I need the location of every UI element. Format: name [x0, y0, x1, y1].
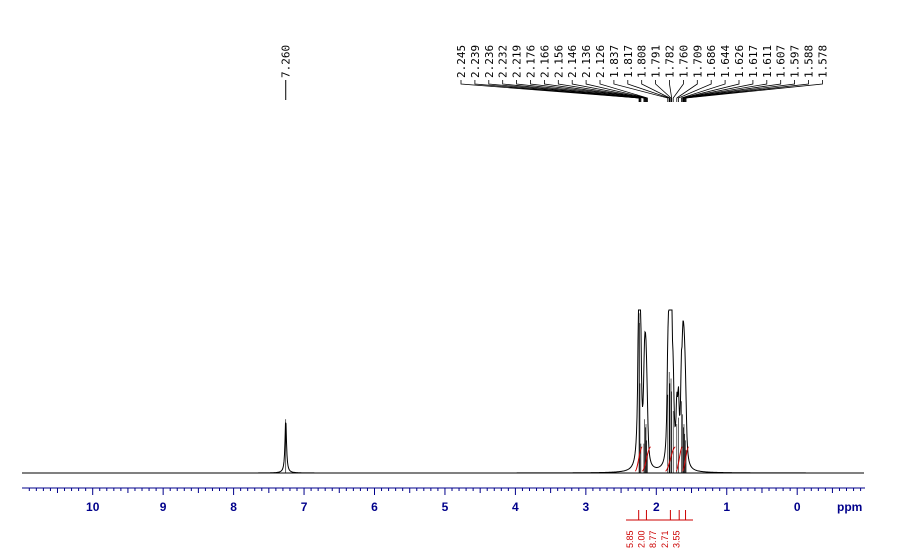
peak-label-leader-20: [682, 80, 740, 102]
peak-label-leader-14: [655, 80, 672, 102]
peak-label-7260: 7.260: [280, 45, 293, 78]
x-tick-label-1: 1: [723, 500, 730, 514]
integral-curve-0: [634, 446, 643, 472]
peak-label-23: 1.607: [775, 45, 788, 78]
peak-label-3: 2.232: [497, 45, 510, 78]
peak-label-leader-21: [682, 80, 754, 102]
x-tick-label-5: 5: [442, 500, 449, 514]
peak-label-4: 2.219: [511, 45, 524, 78]
peak-label-13: 1.808: [636, 45, 649, 78]
x-tick-label-3: 3: [583, 500, 590, 514]
peak-label-15: 1.782: [664, 45, 677, 78]
integral-value-1: 2.00: [637, 530, 647, 548]
peak-label-5: 2.176: [525, 45, 538, 78]
peak-label-21: 1.617: [747, 45, 760, 78]
peak-label-leader-0: [460, 80, 640, 102]
integrals-layer: 5.85 2.00 8.77 2.71 3.55: [625, 446, 693, 548]
peak-label-leader-23: [683, 80, 782, 102]
peak-label-leader-18: [678, 80, 712, 102]
spectrum-trace: [22, 309, 864, 474]
peak-label-18: 1.686: [705, 45, 718, 78]
integral-curve-3: [675, 446, 683, 472]
peak-label-11: 1.837: [608, 45, 621, 78]
peak-label-leader-11: [613, 80, 669, 102]
peak-label-20: 1.626: [733, 45, 746, 78]
integral-value-2: 8.77: [648, 530, 658, 548]
peak-label-leader-3: [502, 80, 641, 102]
integral-value-0: 5.85: [625, 530, 635, 548]
peak-label-leader-7: [557, 80, 646, 102]
peak-label-leader-12: [627, 80, 670, 102]
x-axis-unit-label: ppm: [837, 500, 862, 514]
integral-curve-4: [681, 446, 690, 472]
x-tick-label-6: 6: [371, 500, 378, 514]
peak-label-6: 2.166: [538, 45, 551, 78]
peak-label-7: 2.156: [552, 45, 565, 78]
integral-value-4: 3.55: [671, 530, 681, 548]
integral-value-3: 2.71: [660, 530, 670, 548]
integral-curve-2: [664, 446, 676, 472]
peak-label-16: 1.760: [677, 45, 690, 78]
spectrum-layer: [22, 309, 864, 474]
peak-label-19: 1.644: [719, 45, 732, 78]
peak-label-leader-15: [669, 80, 673, 102]
x-tick-label-10: 10: [86, 500, 100, 514]
peak-label-leader-5: [530, 80, 645, 102]
x-axis: 10 9 8 7 6 5 4 3 2 1 0: [22, 487, 865, 514]
peak-label-leader-8: [571, 80, 647, 102]
peak-labels-layer: 7.260 2.245 2.239 2.236 2.232 2.219 2.176 2.166…: [280, 45, 829, 102]
x-tick-label-7: 7: [301, 500, 308, 514]
peak-label-8: 2.146: [566, 45, 579, 78]
peak-label-leader-26: [685, 80, 823, 102]
peak-label-leader-13: [641, 80, 671, 102]
peak-label-26: 1.578: [816, 45, 829, 78]
x-tick-label-8: 8: [230, 500, 237, 514]
peak-label-2: 2.236: [483, 45, 496, 78]
peak-label-25: 1.588: [803, 45, 816, 78]
x-tick-label-9: 9: [160, 500, 167, 514]
peak-label-12: 1.817: [622, 45, 635, 78]
x-tick-label-4: 4: [512, 500, 519, 514]
peak-label-1: 2.239: [469, 45, 482, 78]
peak-label-leader-24: [684, 80, 795, 102]
peak-label-24: 1.597: [789, 45, 802, 78]
peak-label-leader-4: [516, 80, 642, 102]
peak-label-17: 1.709: [691, 45, 704, 78]
peak-label-leader-25: [684, 80, 809, 102]
peak-label-leader-17: [676, 80, 698, 102]
peak-label-14: 1.791: [650, 45, 663, 78]
integral-curve-1: [641, 446, 652, 472]
peak-label-9: 2.136: [580, 45, 593, 78]
peak-label-leader-16: [672, 80, 684, 102]
x-tick-label-0: 0: [794, 500, 801, 514]
peak-label-10: 2.126: [594, 45, 607, 78]
peak-label-leader-6: [544, 80, 646, 102]
peak-label-leader-10: [599, 80, 648, 102]
peak-label-0: 2.245: [455, 45, 468, 78]
x-tick-label-2: 2: [653, 500, 660, 514]
peak-label-leader-9: [585, 80, 648, 102]
peak-label-leader-19: [680, 80, 726, 102]
peak-label-22: 1.611: [761, 45, 774, 78]
